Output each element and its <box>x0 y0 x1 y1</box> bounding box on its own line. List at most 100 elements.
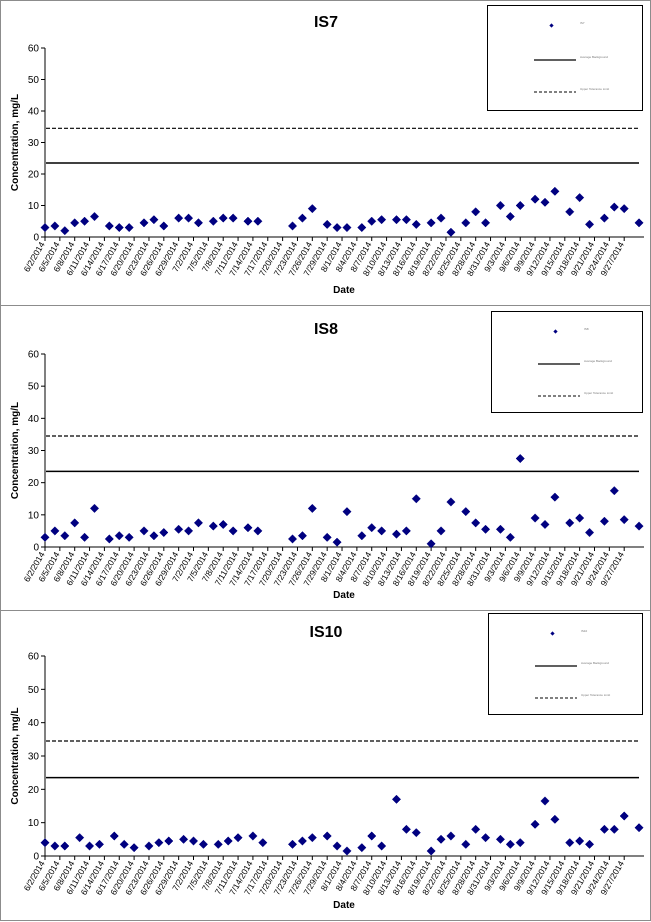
data-point <box>60 531 70 541</box>
y-axis-label: Concentration, mg/L <box>10 707 21 804</box>
y-tick-label: 40 <box>28 107 40 118</box>
data-point <box>184 213 194 223</box>
data-point <box>80 532 90 542</box>
data-point <box>332 841 342 851</box>
data-point <box>75 833 85 843</box>
data-point <box>436 834 446 844</box>
data-point <box>50 526 60 536</box>
data-point <box>609 486 619 496</box>
data-point <box>253 216 263 226</box>
data-point <box>481 218 491 228</box>
data-point <box>297 213 307 223</box>
legend-solid-line-icon <box>499 660 579 672</box>
x-axis-label: Date <box>333 900 355 911</box>
data-point <box>193 218 204 228</box>
legend-item-solid: Average Background <box>502 358 634 370</box>
data-point <box>575 193 585 203</box>
y-tick-label: 30 <box>28 446 40 457</box>
legend-solid-label: Average Background <box>584 359 612 363</box>
data-point <box>174 213 184 223</box>
y-axis-label: Concentration, mg/L <box>10 94 21 191</box>
data-point <box>248 831 258 841</box>
data-point <box>357 222 367 233</box>
data-point <box>599 824 609 834</box>
legend-is8: IS8 Average Background Upper Tolerance L… <box>491 311 643 413</box>
data-point <box>124 222 134 233</box>
data-point <box>619 204 629 214</box>
data-point <box>287 839 298 849</box>
data-point <box>40 838 50 848</box>
data-point <box>104 534 114 544</box>
legend-item-series: IS10 <box>499 628 634 640</box>
chart-panel-is10: IS10 Concentration, mg/L Date 0 10 20 30 40 50 60… <box>0 610 651 921</box>
data-point <box>619 811 629 821</box>
data-point <box>159 527 169 538</box>
y-tick-label: 10 <box>28 818 40 829</box>
data-point <box>481 833 491 843</box>
data-point <box>297 836 307 846</box>
data-point <box>124 532 134 542</box>
data-point <box>258 838 268 848</box>
legend-series-label: IS8 <box>584 327 589 331</box>
data-point <box>550 186 560 196</box>
data-point <box>634 218 644 228</box>
legend-dashed-line-icon <box>498 86 578 98</box>
data-point <box>184 526 194 536</box>
data-point <box>391 794 402 804</box>
legend-dashed-line-icon <box>499 692 579 704</box>
chart-panel-is7: IS7 Concentration, mg/L Date 0 10 20 30 40 50 60 6… <box>0 0 651 306</box>
data-point <box>50 841 60 851</box>
data-point <box>179 834 189 844</box>
data-point <box>426 846 436 856</box>
data-point <box>70 218 80 228</box>
legend-is7: IS7 Average Background Upper Tolerance L… <box>487 5 643 111</box>
data-point <box>367 831 377 841</box>
data-point <box>436 213 446 223</box>
legend-series-label: IS10 <box>581 629 588 633</box>
data-point <box>515 838 525 848</box>
data-point <box>104 221 114 231</box>
data-point <box>243 216 253 226</box>
data-point <box>609 202 619 212</box>
data-point <box>129 843 139 853</box>
data-point <box>149 531 159 541</box>
data-point <box>89 503 100 513</box>
data-point <box>584 219 595 229</box>
data-point <box>401 824 411 834</box>
data-point <box>391 215 402 225</box>
data-point <box>377 841 387 851</box>
data-point <box>297 531 307 541</box>
data-point <box>401 526 411 536</box>
data-point <box>218 213 228 223</box>
legend-dashed-label: Upper Tolerance Limit <box>584 391 614 395</box>
y-tick-label: 50 <box>28 685 40 696</box>
legend-solid-label: Average Background <box>581 661 609 665</box>
legend-item-dashed: Upper Tolerance Limit <box>502 390 634 402</box>
y-tick-label: 50 <box>28 75 40 86</box>
data-point <box>367 523 377 533</box>
data-point <box>411 494 421 504</box>
legend-item-series: IS8 <box>502 326 634 338</box>
data-point <box>322 532 332 542</box>
x-axis-label: Date <box>333 285 355 296</box>
data-point <box>565 838 575 848</box>
data-point <box>357 531 367 541</box>
data-point <box>307 503 317 513</box>
data-point <box>208 521 218 531</box>
chart-title: IS7 <box>314 14 338 31</box>
legend-dashed-label: Upper Tolerance Limit <box>581 693 611 697</box>
y-tick-label: 60 <box>28 350 40 361</box>
data-point <box>599 516 609 526</box>
legend-solid-label: Average Background <box>580 55 608 59</box>
data-point <box>139 526 149 536</box>
data-point <box>193 518 204 528</box>
data-point <box>60 226 70 236</box>
data-point <box>109 831 119 841</box>
data-point <box>550 814 560 824</box>
data-point <box>530 819 540 829</box>
legend-is10: IS10 Average Background Upper Tolerance … <box>488 613 643 715</box>
data-point <box>575 513 585 523</box>
data-point <box>342 222 352 233</box>
legend-diamond-icon <box>498 20 578 32</box>
